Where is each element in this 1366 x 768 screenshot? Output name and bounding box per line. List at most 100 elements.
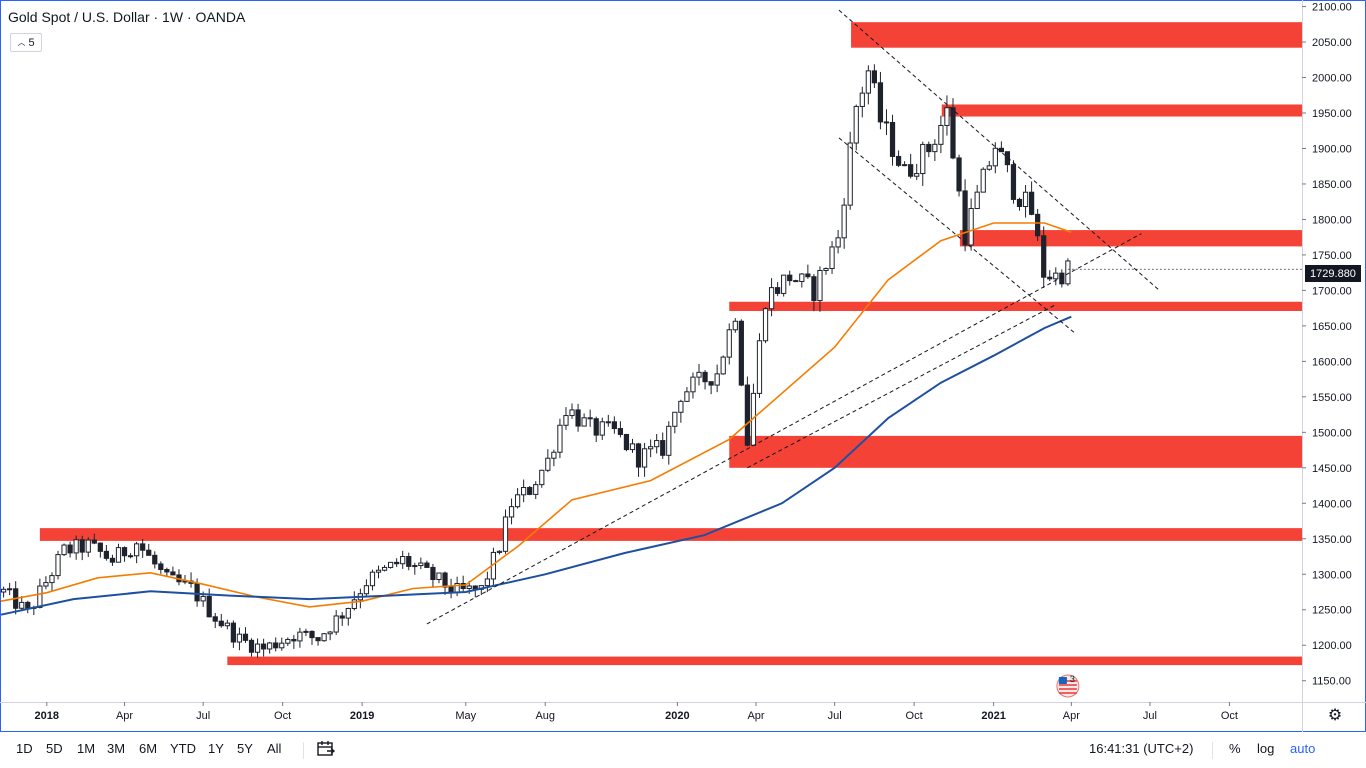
- timeframe-1d[interactable]: 1D: [16, 741, 33, 756]
- candle-down: [811, 276, 817, 302]
- y-tick-label: 1300.00: [1312, 569, 1352, 581]
- candle-up: [400, 556, 406, 565]
- candle-down: [430, 566, 436, 581]
- candle-up: [134, 543, 140, 557]
- candle-up: [508, 506, 515, 518]
- candle-up: [285, 638, 291, 644]
- price-chart[interactable]: 1150.00 1200.00 1250.00 1300.00 1350.00 1400.…: [0, 0, 1366, 732]
- timeframe-5d[interactable]: 5D: [46, 741, 63, 756]
- candle-up: [43, 582, 49, 587]
- candle-up: [49, 575, 55, 584]
- candle-down: [1047, 276, 1053, 280]
- candle-up: [327, 631, 333, 635]
- toolbar-divider-right: [1212, 742, 1213, 759]
- candle-up: [297, 631, 303, 642]
- gear-icon[interactable]: ⚙: [1327, 707, 1343, 724]
- y-tick-label: 2000.00: [1312, 73, 1352, 85]
- candle-down: [950, 107, 956, 159]
- y-tick-label: 1450.00: [1312, 463, 1352, 475]
- candle-up: [502, 516, 509, 552]
- candle-down: [339, 615, 345, 619]
- candle-up: [466, 585, 472, 590]
- log-toggle[interactable]: log: [1257, 741, 1275, 756]
- x-tick-label: 2021: [981, 710, 1005, 722]
- clock[interactable]: 16:41:31 (UTC+2): [1089, 741, 1194, 756]
- timeframe-ytd[interactable]: YTD: [170, 741, 196, 756]
- x-tick-label: 2019: [350, 710, 374, 722]
- y-tick-label: 2050.00: [1312, 37, 1352, 49]
- sr-zone: [729, 301, 1302, 311]
- sr-zone: [227, 656, 1303, 666]
- candle-up: [533, 484, 539, 495]
- y-tick-label: 1950.00: [1312, 108, 1352, 120]
- trendline: [426, 233, 1142, 625]
- last-price-label: 1729.880: [1305, 265, 1361, 282]
- candle-down: [1059, 272, 1065, 285]
- auto-toggle[interactable]: auto: [1290, 741, 1316, 756]
- percent-toggle[interactable]: %: [1229, 741, 1241, 756]
- candle-up: [720, 356, 726, 375]
- bottom-toolbar: 1D 5D 1M 3M 6M YTD 1Y 5Y All 16:41:31 (U…: [0, 733, 1366, 768]
- candle-up: [224, 622, 230, 627]
- candle-down: [291, 638, 297, 642]
- candle-up: [641, 448, 648, 468]
- candle-up: [1022, 191, 1029, 208]
- candle-up: [387, 561, 394, 568]
- y-tick-label: 1500.00: [1312, 427, 1352, 439]
- candle-down: [708, 381, 714, 386]
- candle-down: [79, 539, 85, 553]
- candle-down: [121, 547, 128, 557]
- moving-average-blue: [0, 315, 1072, 616]
- timeframe-1y[interactable]: 1Y: [208, 741, 224, 756]
- candle-up: [7, 588, 13, 591]
- y-tick-label: 1800.00: [1312, 214, 1352, 226]
- indicators-toggle[interactable]: ︿ 5: [10, 33, 42, 52]
- candle-up: [726, 329, 732, 358]
- timeframe-6m[interactable]: 6M: [139, 741, 158, 756]
- x-tick-label: Apr: [116, 710, 133, 722]
- x-tick-label: Jul: [1143, 710, 1157, 722]
- candle-down: [242, 633, 249, 641]
- candle-down: [442, 572, 448, 588]
- trendline: [838, 137, 1075, 333]
- candle-up: [557, 424, 563, 453]
- candle-down: [617, 428, 624, 435]
- candle-down: [744, 384, 751, 446]
- candle-up: [672, 411, 678, 427]
- candle-up: [684, 391, 690, 402]
- candle-down: [309, 630, 315, 639]
- candle-down: [109, 557, 116, 563]
- candle-down: [883, 121, 890, 124]
- symbol-title[interactable]: Gold Spot / U.S. Dollar · 1W · OANDA: [8, 9, 246, 25]
- candle-down: [660, 440, 666, 456]
- candle-up: [333, 615, 339, 633]
- candle-down: [998, 147, 1004, 153]
- x-tick-label: Apr: [1063, 710, 1080, 722]
- candle-up: [768, 287, 775, 310]
- candle-up: [115, 547, 122, 563]
- sr-zone: [959, 230, 1302, 247]
- candle-up: [303, 630, 309, 633]
- timeframe-5y[interactable]: 5Y: [237, 741, 253, 756]
- y-tick-label: 1250.00: [1312, 605, 1352, 617]
- candle-up: [418, 562, 424, 567]
- candle-up: [944, 107, 950, 126]
- candle-down: [140, 543, 146, 551]
- sr-zone: [729, 435, 1302, 468]
- candle-up: [599, 421, 605, 436]
- timeframe-1m[interactable]: 1M: [77, 741, 96, 756]
- y-tick-label: 1400.00: [1312, 498, 1352, 510]
- date-range-icon[interactable]: [316, 739, 336, 759]
- timeframe-3m[interactable]: 3M: [107, 741, 126, 756]
- candle-down: [1041, 235, 1047, 278]
- timeframe-all[interactable]: All: [267, 741, 282, 756]
- candle-up: [563, 415, 569, 426]
- candle-down: [97, 542, 103, 552]
- candle-up: [841, 204, 847, 239]
- candle-down: [315, 637, 321, 642]
- candle-down: [394, 561, 400, 565]
- candle-up: [986, 165, 992, 170]
- candle-up: [521, 486, 527, 496]
- candle-up: [375, 569, 382, 573]
- candle-up: [321, 633, 327, 642]
